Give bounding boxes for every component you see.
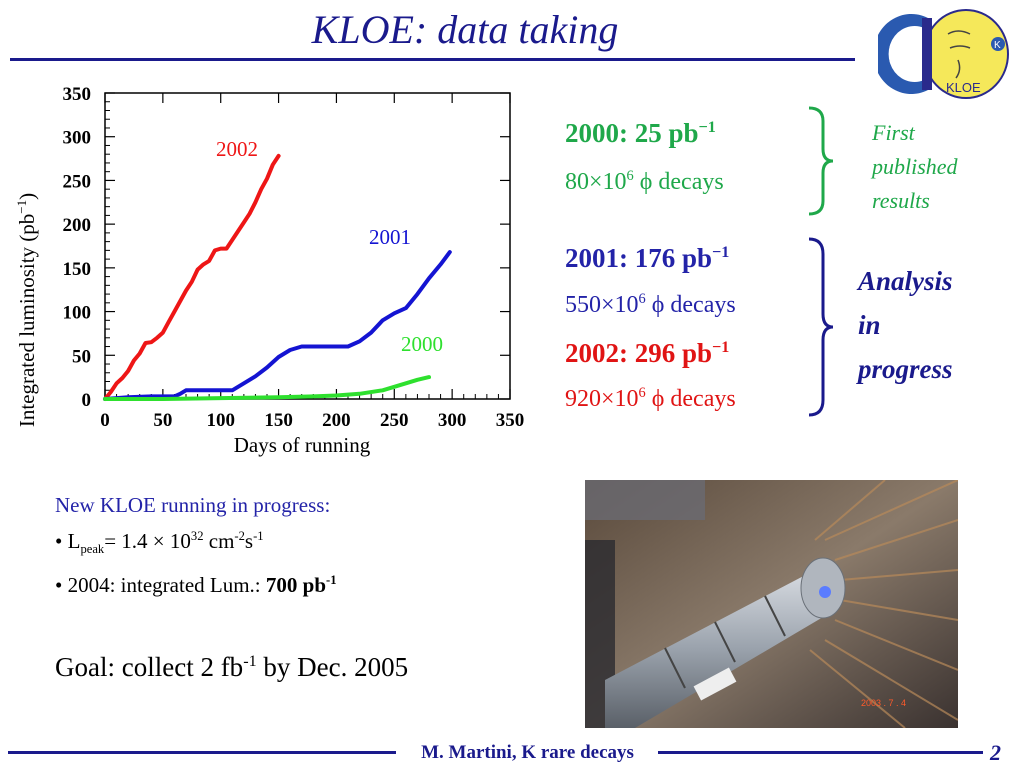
x-tick-label: 100 xyxy=(206,410,235,431)
y-tick-label: 150 xyxy=(63,259,92,280)
x-tick-label: 250 xyxy=(380,410,409,431)
kloe-logo-graphic: K KLOE xyxy=(873,9,1009,99)
stat-2001-lumi: 2001: 176 pb−1 xyxy=(565,243,730,273)
series-label-2001: 2001 xyxy=(369,225,411,249)
x-tick-label: 200 xyxy=(322,410,351,431)
y-tick-label: 0 xyxy=(82,390,92,411)
title-underline xyxy=(10,58,855,61)
slide-title: KLOE: data taking xyxy=(311,7,619,52)
brace-first-results xyxy=(808,106,834,216)
stat-2001-decays: 550×106 ϕ decays xyxy=(565,291,736,318)
series-label-2002: 2002 xyxy=(216,137,258,161)
x-axis-label: Days of running xyxy=(234,433,371,457)
y-tick-label: 350 xyxy=(63,84,92,105)
series-line-2001 xyxy=(103,250,452,401)
y-tick-label: 300 xyxy=(63,128,92,149)
brace-analysis xyxy=(808,237,834,417)
series-line-2002 xyxy=(103,153,281,401)
logo-k-badge: K xyxy=(994,40,1001,51)
news-heading: New KLOE running in progress: xyxy=(55,493,331,517)
y-tick-label: 100 xyxy=(63,303,92,324)
goal-statement: Goal: collect 2 fb-1 by Dec. 2005 xyxy=(55,652,409,682)
analysis-in-progress-note: Analysis in progress xyxy=(858,266,953,384)
y-tick-label: 50 xyxy=(72,346,91,367)
y-tick-label: 200 xyxy=(63,215,92,236)
page-number: 2 xyxy=(990,740,1001,765)
luminosity-chart: 0 50 100 150 200 250 300 350 0 50 100 150 200 250 300 3… xyxy=(14,84,525,457)
stat-2002-decays: 920×106 ϕ decays xyxy=(565,385,736,412)
x-tick-label: 300 xyxy=(438,410,467,431)
stat-2000-lumi: 2000: 25 pb−1 xyxy=(565,118,716,148)
logo-text: KLOE xyxy=(946,80,981,95)
x-tick-label: 150 xyxy=(264,410,293,431)
y-axis-label: Integrated luminosity (pb−1) xyxy=(14,193,39,427)
news-block: New KLOE running in progress: • Lpeak= 1… xyxy=(55,490,337,601)
footer-author: M. Martini, K rare decays xyxy=(400,742,655,764)
footer-rule-left xyxy=(8,751,396,754)
plot-frame xyxy=(104,92,511,400)
detector-photo: 2003 . 7 . 4 xyxy=(585,480,958,728)
series-label-2000: 2000 xyxy=(401,332,443,356)
y-tick-label: 250 xyxy=(63,171,92,192)
series-line-2000 xyxy=(103,375,431,401)
first-published-note: First published results xyxy=(872,120,958,213)
stat-2000-decays: 80×106 ϕ decays xyxy=(565,168,724,195)
x-tick-label: 50 xyxy=(153,410,172,431)
footer-rule-right xyxy=(658,751,983,754)
x-tick-label: 0 xyxy=(100,410,110,431)
news-peak-luminosity: • Lpeak= 1.4 × 1032 cm-2s-1 xyxy=(55,529,264,557)
photo-date-stamp: 2003 . 7 . 4 xyxy=(861,698,906,708)
kloe-logo: K KLOE xyxy=(873,8,1018,100)
stat-2002-lumi: 2002: 296 pb−1 xyxy=(565,338,730,368)
news-integrated-lumi: • 2004: integrated Lum.: 700 pb-1 xyxy=(55,573,337,598)
x-tick-label: 350 xyxy=(496,410,525,431)
